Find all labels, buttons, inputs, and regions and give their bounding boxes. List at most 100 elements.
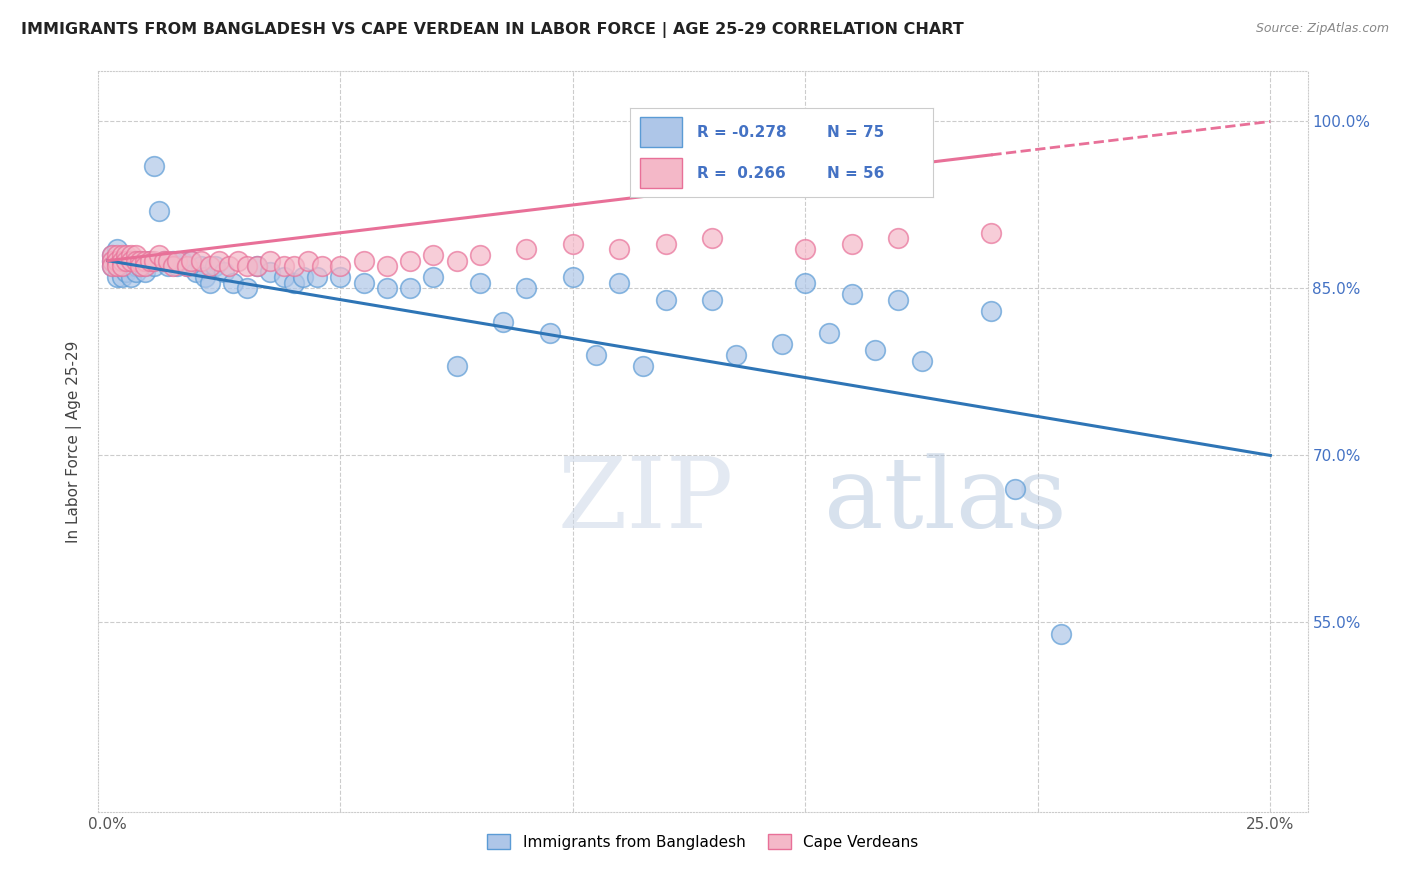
Point	[105, 248, 128, 262]
Text: atlas: atlas	[824, 453, 1067, 549]
Point	[115, 253, 138, 268]
Point	[468, 276, 491, 290]
Text: Source: ZipAtlas.com: Source: ZipAtlas.com	[1256, 22, 1389, 36]
Point	[124, 253, 146, 268]
Point	[208, 253, 231, 268]
Point	[1050, 626, 1073, 640]
Point	[794, 276, 817, 290]
Point	[111, 259, 134, 273]
Point	[111, 253, 134, 268]
Point	[148, 248, 170, 262]
Point	[607, 243, 630, 257]
Point	[105, 259, 128, 273]
Point	[143, 259, 166, 273]
Point	[162, 259, 184, 273]
Point	[129, 259, 152, 273]
Point	[115, 265, 138, 279]
Point	[236, 259, 259, 273]
Point	[176, 259, 198, 273]
Point	[273, 270, 295, 285]
Point	[297, 253, 319, 268]
Point	[538, 326, 561, 340]
Point	[910, 354, 932, 368]
Point	[166, 259, 188, 273]
Point	[111, 253, 134, 268]
Point	[515, 281, 537, 295]
Point	[311, 259, 333, 273]
Point	[817, 326, 839, 340]
Point	[375, 281, 398, 295]
Point	[841, 287, 863, 301]
Point	[152, 253, 174, 268]
Point	[111, 270, 134, 285]
Point	[190, 259, 212, 273]
Point	[115, 253, 138, 268]
Point	[138, 253, 160, 268]
Point	[129, 259, 152, 273]
Point	[129, 253, 152, 268]
Point	[143, 253, 166, 268]
Point	[422, 270, 444, 285]
Point	[101, 259, 124, 273]
Point	[259, 253, 281, 268]
Point	[561, 270, 583, 285]
Point	[129, 253, 152, 268]
Point	[1004, 482, 1026, 496]
Point	[124, 248, 146, 262]
Point	[101, 248, 124, 262]
Point	[585, 348, 607, 362]
Point	[134, 259, 156, 273]
Point	[887, 293, 910, 307]
Point	[446, 359, 468, 374]
Point	[115, 248, 138, 262]
Point	[120, 248, 142, 262]
Point	[152, 253, 174, 268]
Point	[120, 253, 142, 268]
Point	[101, 259, 124, 273]
Point	[399, 281, 422, 295]
Point	[259, 265, 281, 279]
Text: ZIP: ZIP	[558, 453, 734, 549]
Point	[770, 337, 793, 351]
Point	[515, 243, 537, 257]
Point	[561, 236, 583, 251]
Point	[194, 270, 217, 285]
Point	[157, 253, 180, 268]
Point	[101, 253, 124, 268]
Point	[101, 248, 124, 262]
Point	[180, 253, 202, 268]
Text: IMMIGRANTS FROM BANGLADESH VS CAPE VERDEAN IN LABOR FORCE | AGE 25-29 CORRELATIO: IMMIGRANTS FROM BANGLADESH VS CAPE VERDE…	[21, 22, 965, 38]
Point	[329, 259, 352, 273]
Point	[292, 270, 315, 285]
Point	[980, 226, 1002, 240]
Point	[157, 259, 180, 273]
Point	[120, 253, 142, 268]
Point	[115, 259, 138, 273]
Point	[105, 253, 128, 268]
Point	[172, 253, 194, 268]
Point	[353, 253, 375, 268]
Point	[134, 253, 156, 268]
Point	[148, 203, 170, 218]
Point	[422, 248, 444, 262]
Point	[105, 253, 128, 268]
Point	[607, 276, 630, 290]
Point	[120, 259, 142, 273]
Point	[329, 270, 352, 285]
Point	[111, 253, 134, 268]
Point	[101, 253, 124, 268]
Point	[446, 253, 468, 268]
Point	[138, 253, 160, 268]
Point	[162, 253, 184, 268]
Point	[887, 231, 910, 245]
Point	[655, 293, 678, 307]
Point	[631, 359, 654, 374]
Point	[120, 270, 142, 285]
Point	[283, 276, 305, 290]
Point	[124, 265, 146, 279]
Point	[190, 253, 212, 268]
Point	[655, 236, 678, 251]
Point	[204, 259, 226, 273]
Point	[702, 293, 724, 307]
Point	[863, 343, 886, 357]
